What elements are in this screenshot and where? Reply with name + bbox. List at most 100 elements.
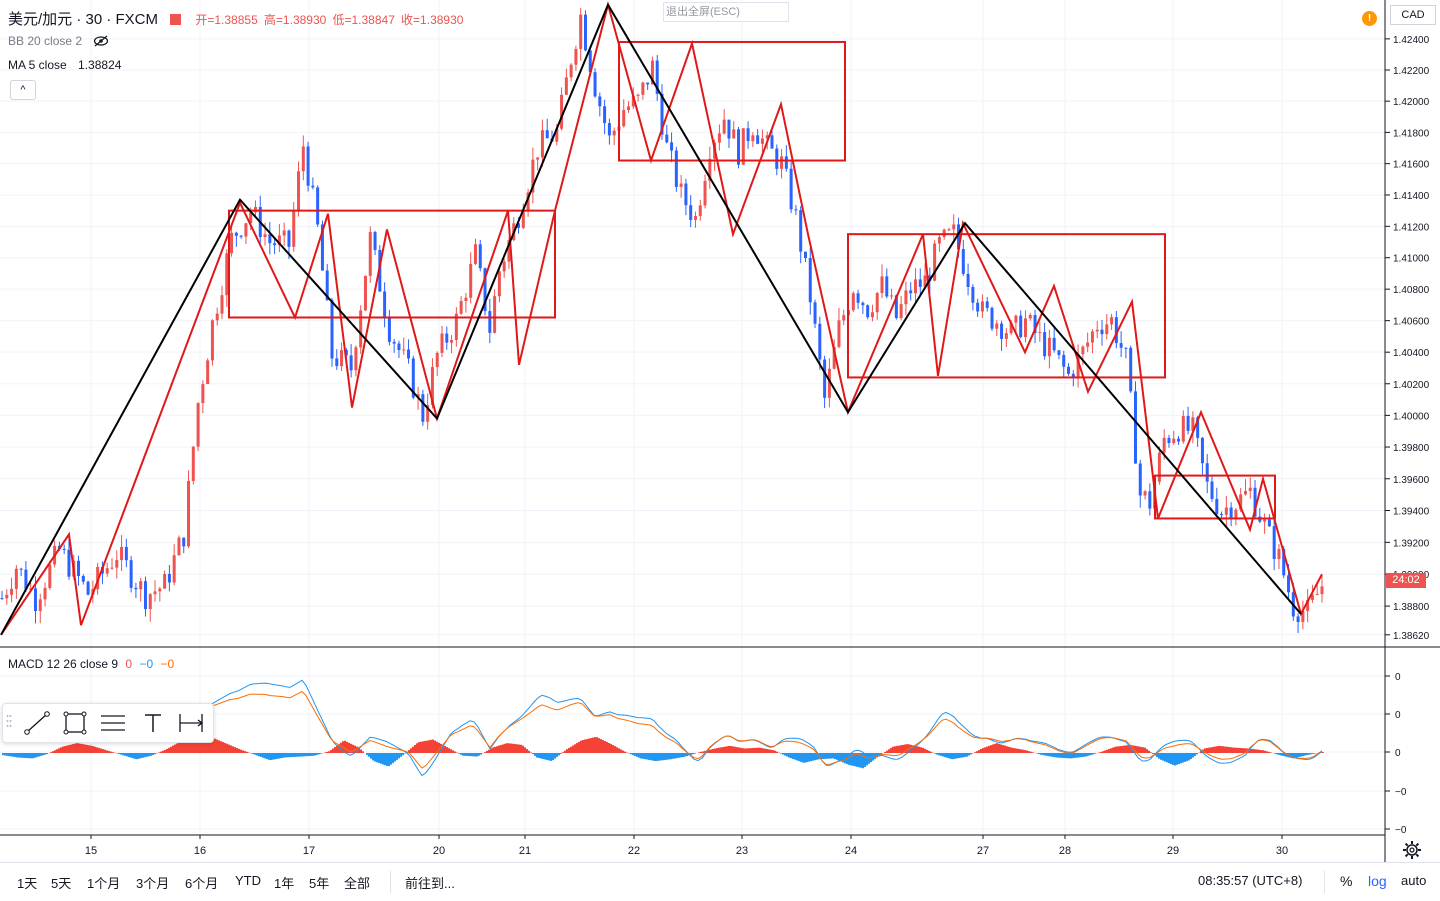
macd-histogram-bar [1312, 753, 1314, 754]
macd-histogram-bar [984, 747, 986, 753]
macd-histogram-bar [294, 753, 296, 757]
candle-body [20, 569, 23, 570]
macd-histogram-bar [1126, 745, 1128, 753]
candle-body [938, 237, 941, 243]
macd-histogram-bar [926, 750, 928, 753]
price-chart[interactable]: 1.424001.422001.420001.418001.416001.414… [0, 0, 1440, 862]
range-3m-button[interactable]: 3个月 [136, 873, 169, 892]
macd-histogram-bar [884, 752, 886, 753]
gear-icon[interactable] [1402, 840, 1422, 860]
parallel-channel-icon[interactable] [97, 708, 129, 738]
macd-histogram-bar [316, 753, 318, 755]
range-ytd-button[interactable]: YTD [235, 873, 261, 888]
macd-histogram-bar [528, 751, 530, 753]
y-tick-label: 1.41000 [1393, 254, 1430, 265]
candle-body [718, 133, 721, 142]
macd-histogram-bar [468, 753, 470, 756]
bb-label: BB 20 close 2 [8, 34, 82, 48]
candle-body [134, 588, 137, 589]
macd-histogram-bar [108, 751, 110, 753]
macd-histogram-bar [422, 741, 424, 753]
range-all-button[interactable]: 全部 [344, 873, 370, 892]
range-1d-button[interactable]: 1天 [17, 873, 37, 892]
drawing-toolbar[interactable] [2, 703, 214, 743]
macd-histogram-bar [538, 753, 540, 758]
macd-histogram-bar [1306, 753, 1308, 755]
macd-histogram-bar [276, 753, 278, 759]
measure-range-icon[interactable] [175, 708, 207, 738]
macd-histogram-bar [340, 743, 342, 753]
alert-icon[interactable]: ! [1362, 11, 1377, 26]
macd-histogram-bar [988, 746, 990, 753]
macd-histogram-bar [560, 753, 562, 754]
macd-histogram-bar [70, 745, 72, 753]
macd-histogram-bar [814, 753, 816, 760]
candle-body [106, 568, 109, 573]
candle-body [125, 547, 128, 560]
macd-histogram-bar [458, 753, 460, 754]
macd-histogram-bar [1108, 749, 1110, 753]
log-scale-toggle[interactable]: log [1368, 873, 1387, 889]
candle-body [10, 589, 13, 595]
macd-histogram-bar [632, 753, 634, 755]
macd-histogram-bar [1120, 746, 1122, 753]
rectangle-icon[interactable] [59, 708, 91, 738]
macd-histogram-bar [760, 748, 762, 753]
candle-body [771, 135, 774, 148]
candle-body [177, 538, 180, 556]
macd-histogram-bar [578, 742, 580, 753]
percent-scale-toggle[interactable]: % [1340, 873, 1352, 889]
range-5d-button[interactable]: 5天 [51, 873, 71, 892]
text-tool-icon[interactable] [137, 708, 169, 738]
macd-histogram-bar [466, 753, 468, 756]
candle-body [914, 279, 917, 293]
goto-date-button[interactable]: 前往到... [405, 873, 455, 892]
macd-histogram-bar [82, 744, 84, 753]
macd-histogram-bar [1036, 753, 1038, 754]
macd-histogram-bar [172, 746, 174, 753]
macd-histogram-bar [1212, 747, 1214, 753]
candle-body [1273, 526, 1276, 559]
bb-legend[interactable]: BB 20 close 2 [8, 34, 109, 48]
candle-body [77, 561, 80, 576]
candle-body [374, 232, 377, 250]
macd-histogram-bar [1106, 750, 1108, 753]
macd-histogram-bar [516, 744, 518, 753]
macd-histogram-bar [56, 749, 58, 753]
drag-handle-icon[interactable] [6, 714, 12, 732]
macd-histogram-bar [714, 748, 716, 753]
clock-display[interactable]: 08:35:57 (UTC+8) [1198, 873, 1302, 888]
range-6m-button[interactable]: 6个月 [185, 873, 218, 892]
range-5y-button[interactable]: 5年 [309, 873, 329, 892]
candle-body [311, 186, 314, 188]
candle-body [192, 447, 195, 481]
candle-body [1172, 439, 1175, 443]
collapse-legend-button[interactable]: ^ [10, 80, 36, 100]
trend-line-icon[interactable] [21, 708, 53, 738]
macd-histogram-bar [6, 753, 8, 756]
macd-histogram-bar [1236, 748, 1238, 753]
macd-histogram-bar [120, 753, 122, 755]
currency-selector[interactable]: CAD [1390, 5, 1436, 25]
candle-body [584, 15, 587, 51]
range-1y-button[interactable]: 1年 [274, 873, 294, 892]
exit-fullscreen-button[interactable]: 退出全屏(ESC) [663, 2, 789, 22]
candle-body [986, 301, 989, 308]
candle-body [1225, 507, 1228, 514]
macd-histogram-bar [374, 753, 376, 762]
macd-histogram-bar [224, 743, 226, 753]
auto-scale-toggle[interactable]: auto [1401, 873, 1426, 888]
eye-hidden-icon[interactable] [93, 35, 109, 47]
macd-histogram-bar [1194, 753, 1196, 756]
flag-icon[interactable] [170, 14, 181, 25]
candle-body [1053, 338, 1056, 350]
macd-histogram-bar [546, 753, 548, 760]
macd-histogram-bar [946, 753, 948, 758]
candle-body [670, 142, 673, 150]
macd-histogram-bar [1228, 747, 1230, 753]
macd-legend[interactable]: MACD 12 26 close 9 0 −0 −0 [8, 657, 174, 671]
ma-legend[interactable]: MA 5 close 1.38824 [8, 58, 123, 72]
macd-histogram-bar [1304, 753, 1306, 756]
range-1m-button[interactable]: 1个月 [87, 873, 120, 892]
macd-histogram-bar [670, 753, 672, 759]
